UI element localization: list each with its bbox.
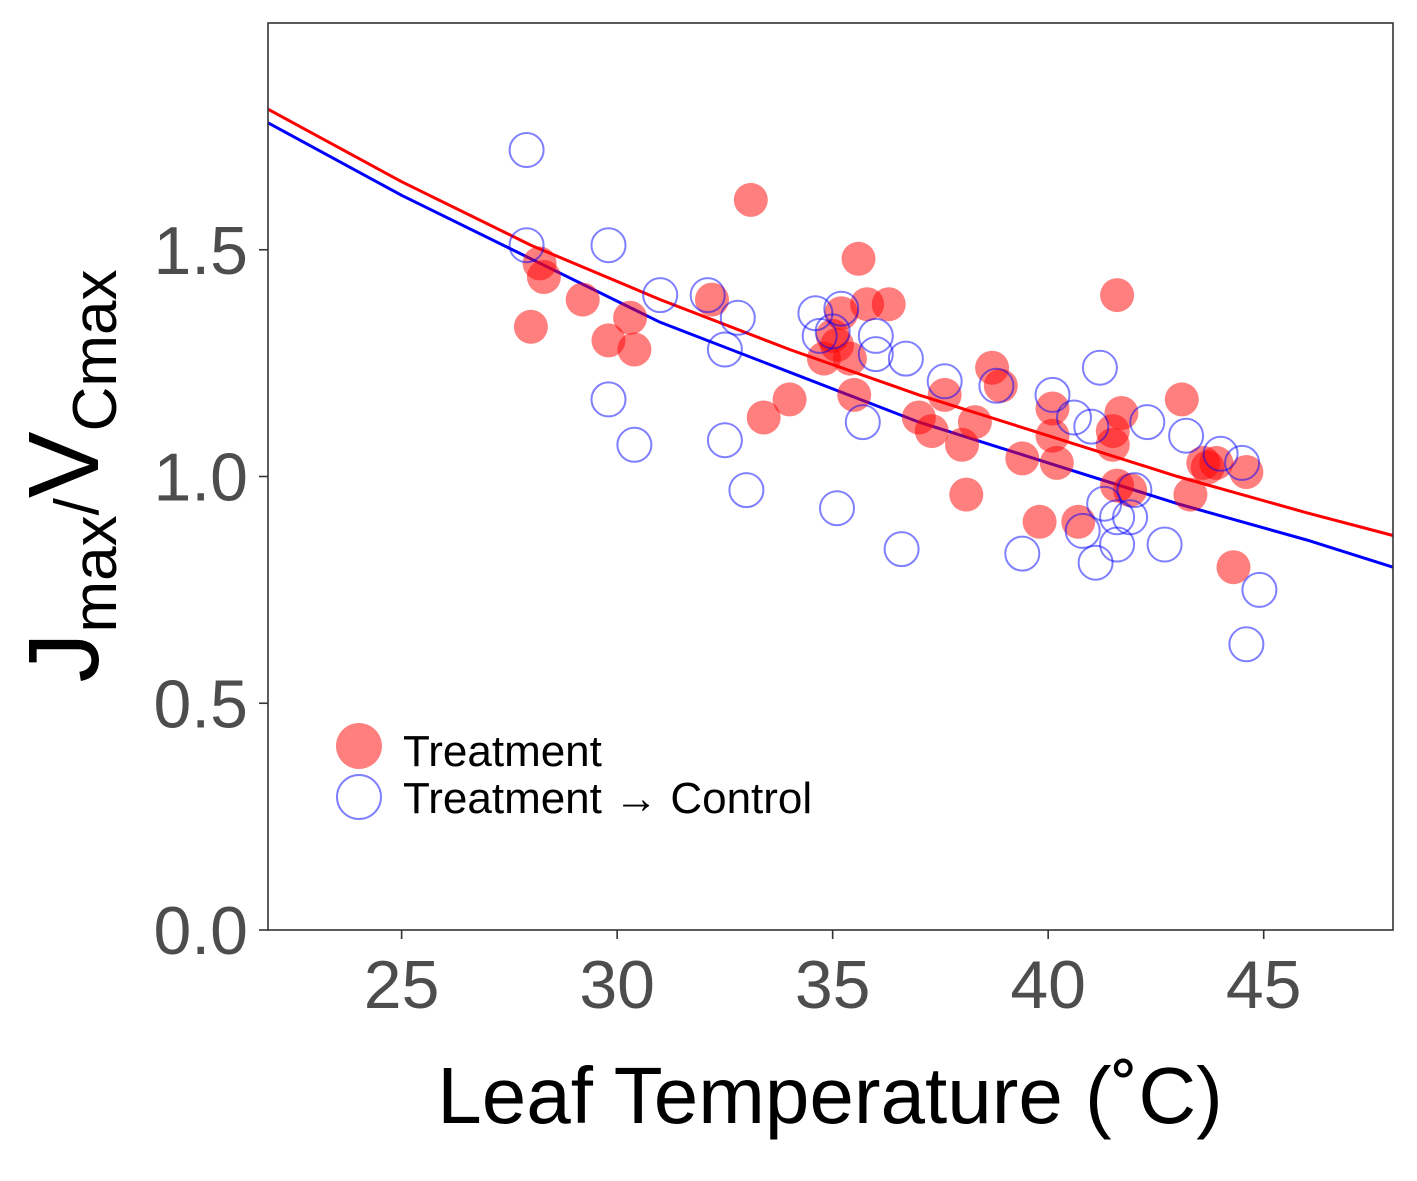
treatment-point [1005,441,1040,476]
y-axis-title: Jmax/VCmax [8,270,130,683]
control-point [1129,404,1166,441]
legend-label-treatment: Treatment [403,727,602,776]
control-point [1116,472,1153,509]
control-point [1099,499,1136,536]
control-point [1224,444,1261,481]
control-point [814,313,851,350]
control-point [926,363,963,400]
treatment-point [983,368,1018,403]
x-tick-label: 40 [1010,947,1086,1023]
y-axis-title-sep: / [43,497,112,515]
treatment-point [613,300,648,335]
control-point [1004,535,1041,572]
x-tick-label: 25 [364,947,440,1023]
control-point [1168,417,1205,454]
treatment-point [957,405,992,440]
control-point [508,227,545,264]
treatment-point [695,282,729,317]
y-tick-label: 0.5 [153,666,248,742]
control-point [857,336,894,373]
axis-ticks: 25 30 35 40 45 0.0 0.5 1.0 1.5 [153,213,1301,1023]
treatment-point [526,260,561,294]
treatment-point [617,332,652,367]
y-axis-title-v-sub: Cmax [61,270,130,432]
legend-key-control [336,774,382,820]
control-point [616,426,653,463]
control-point [1056,399,1092,436]
treatment-point [1035,391,1070,426]
treatment-point [1164,382,1199,417]
x-tick-label: 35 [795,947,871,1023]
treatment-point [746,400,781,435]
control-point [819,490,855,527]
control-point [1077,544,1114,581]
y-axis-title-j: J [8,632,120,682]
x-tick-label: 45 [1226,947,1302,1023]
treatment-point [837,377,872,412]
control-point [857,317,894,354]
control-point [689,277,726,314]
control-point [887,340,924,377]
control-point [508,132,545,168]
treatment-point [772,382,807,417]
control-point [719,299,756,336]
control-point [1228,626,1265,663]
y-tick-label: 0.0 [153,893,248,969]
y-tick-label: 1.5 [153,213,248,289]
control-point [823,290,860,327]
treatment-point [1095,427,1130,462]
treatment-point [1039,445,1074,480]
treatment-point [1100,278,1135,313]
x-tick-label: 30 [579,947,655,1023]
control-point [1112,499,1149,536]
control-point [801,317,838,354]
treatment-point [1199,445,1234,480]
control-point [706,331,743,368]
control-point [1073,408,1110,445]
treatment-point [591,323,626,358]
control-point [728,472,765,509]
treatment-point [1061,504,1096,539]
control-point [706,422,743,459]
control-point [883,531,920,568]
control-point [844,404,881,441]
control-point [1241,571,1278,608]
y-axis-title-j-sub: max [61,515,130,632]
treatment-point [841,241,876,276]
control-point [1202,435,1239,472]
control-point [1081,349,1118,386]
control-point [1146,526,1183,563]
legend: Treatment Treatment → Control [336,723,812,823]
control-point [590,381,627,418]
plot-panel-border [267,22,1394,931]
y-tick-label: 1.0 [153,440,248,516]
treatment-point [1022,504,1057,539]
legend-key-treatment [336,723,382,769]
treatment-point [1173,477,1208,512]
legend-label-control: Treatment → Control [403,774,812,823]
treatment-point [914,414,949,449]
y-axis-title-v: V [8,431,120,498]
control-point [642,277,679,314]
data-points [508,132,1278,663]
treatment-point [927,377,962,412]
control-point [590,227,627,264]
treatment-point [824,296,859,331]
control-point [1064,512,1101,549]
treatment-point [871,287,906,322]
treatment-point [513,309,548,344]
treatment-point [565,282,600,317]
control-point [1034,376,1071,413]
treatment-point [733,182,768,217]
treatment-point [1216,550,1251,585]
x-axis-title: Leaf Temperature (˚C) [437,1051,1223,1140]
treatment-point [949,477,984,512]
treatment-point [1229,455,1264,489]
control-point [978,367,1015,404]
treatment-point [1113,473,1148,508]
